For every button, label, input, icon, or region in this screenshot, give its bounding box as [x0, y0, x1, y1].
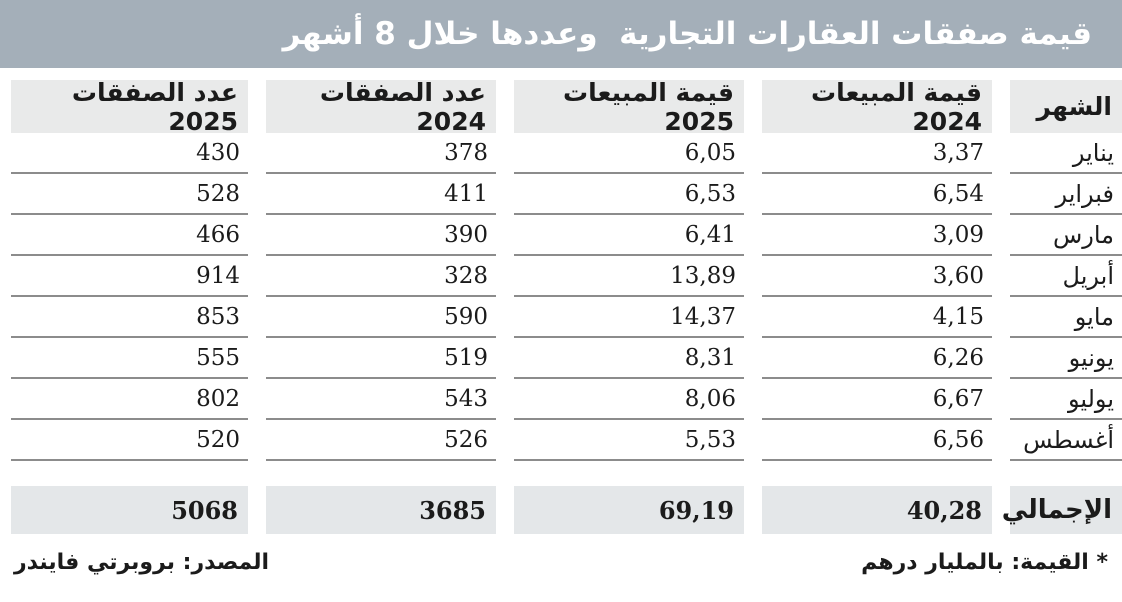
deals-2025-cell: 520 [11, 420, 248, 461]
month-cell: مايو [1010, 297, 1122, 338]
totals-deals-2024: 3685 [266, 486, 496, 534]
deals-2024-cell: 328 [266, 256, 496, 297]
table-row: أغسطس 6,56 5,53 526 520 [0, 420, 1122, 461]
deals-2024-cell: 519 [266, 338, 496, 379]
deals-2025-cell: 555 [11, 338, 248, 379]
deals-2025-cell: 528 [11, 174, 248, 215]
sales-2024-cell: 3,60 [762, 256, 992, 297]
table-row: يونيو 6,26 8,31 519 555 [0, 338, 1122, 379]
totals-deals-2025: 5068 [11, 486, 248, 534]
deals-2024-cell: 390 [266, 215, 496, 256]
deals-2025-cell: 802 [11, 379, 248, 420]
value-footnote: * القيمة: بالمليار درهم [861, 550, 1108, 575]
sales-2025-cell: 13,89 [514, 256, 744, 297]
deals-2024-cell: 590 [266, 297, 496, 338]
deals-2024-cell: 526 [266, 420, 496, 461]
sales-2025-cell: 6,53 [514, 174, 744, 215]
table-row: أبريل 3,60 13,89 328 914 [0, 256, 1122, 297]
header-deals-2025: عدد الصفقات 2025 [11, 78, 248, 136]
sales-2024-cell: 3,09 [762, 215, 992, 256]
table-row: فبراير 6,54 6,53 411 528 [0, 174, 1122, 215]
totals-label: الإجمالي [1002, 486, 1122, 534]
table-row: مارس 3,09 6,41 390 466 [0, 215, 1122, 256]
sales-2025-cell: 8,31 [514, 338, 744, 379]
sales-2024-cell: 6,56 [762, 420, 992, 461]
month-cell: أبريل [1010, 256, 1122, 297]
deals-2025-cell: 853 [11, 297, 248, 338]
month-cell: يناير [1010, 133, 1122, 174]
deals-2025-cell: 914 [11, 256, 248, 297]
month-cell: فبراير [1010, 174, 1122, 215]
deals-2024-cell: 543 [266, 379, 496, 420]
table-row: مايو 4,15 14,37 590 853 [0, 297, 1122, 338]
sales-2024-cell: 3,37 [762, 133, 992, 174]
totals-sales-2025: 69,19 [514, 486, 744, 534]
sales-2025-cell: 8,06 [514, 379, 744, 420]
sales-2025-cell: 6,05 [514, 133, 744, 174]
sales-2025-cell: 14,37 [514, 297, 744, 338]
sales-2025-cell: 6,41 [514, 215, 744, 256]
title-bar: قيمة صفقات العقارات التجارية وعددها خلال… [0, 0, 1122, 68]
sales-2025-cell: 5,53 [514, 420, 744, 461]
deals-2025-cell: 430 [11, 133, 248, 174]
month-cell: يونيو [1010, 338, 1122, 379]
source-credit: المصدر: بروبرتي فايندر [14, 550, 270, 575]
sales-2024-cell: 6,67 [762, 379, 992, 420]
table-header-row: الشهر قيمة المبيعات 2024 قيمة المبيعات 2… [0, 78, 1122, 136]
sales-2024-cell: 6,54 [762, 174, 992, 215]
totals-row: الإجمالي 40,28 69,19 3685 5068 [0, 486, 1122, 534]
table-row: يوليو 6,67 8,06 543 802 [0, 379, 1122, 420]
deals-2025-cell: 466 [11, 215, 248, 256]
sales-2024-cell: 4,15 [762, 297, 992, 338]
header-sales-2025: قيمة المبيعات 2025 [514, 78, 744, 136]
table-row: يناير 3,37 6,05 378 430 [0, 133, 1122, 174]
month-cell: يوليو [1010, 379, 1122, 420]
deals-2024-cell: 411 [266, 174, 496, 215]
footer: * القيمة: بالمليار درهم المصدر: بروبرتي … [0, 550, 1122, 575]
header-deals-2024: عدد الصفقات 2024 [266, 78, 496, 136]
totals-sales-2024: 40,28 [762, 486, 992, 534]
header-sales-2024: قيمة المبيعات 2024 [762, 78, 992, 136]
month-cell: أغسطس [1010, 420, 1122, 461]
sales-2024-cell: 6,26 [762, 338, 992, 379]
page-title: قيمة صفقات العقارات التجارية وعددها خلال… [282, 16, 1092, 52]
month-cell: مارس [1010, 215, 1122, 256]
header-month: الشهر [1010, 80, 1122, 133]
deals-2024-cell: 378 [266, 133, 496, 174]
